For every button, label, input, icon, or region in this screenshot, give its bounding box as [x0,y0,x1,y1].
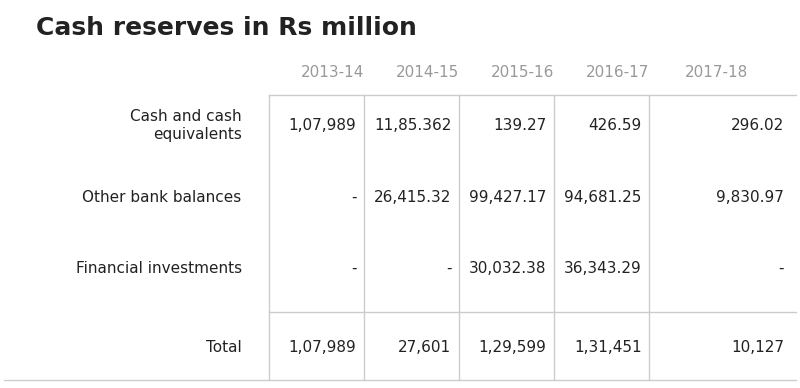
Text: Financial investments: Financial investments [75,260,242,275]
Text: 27,601: 27,601 [398,340,451,355]
Text: Cash reserves in Rs million: Cash reserves in Rs million [36,16,417,40]
Text: 296.02: 296.02 [730,118,784,133]
Text: 26,415.32: 26,415.32 [374,190,451,205]
Text: -: - [351,260,357,275]
Text: 1,29,599: 1,29,599 [478,340,546,355]
Text: 36,343.29: 36,343.29 [564,260,642,275]
Text: 1,31,451: 1,31,451 [574,340,642,355]
Text: 10,127: 10,127 [731,340,784,355]
Text: 139.27: 139.27 [494,118,546,133]
Text: 2016-17: 2016-17 [586,65,650,80]
Text: -: - [351,190,357,205]
Text: 11,85.362: 11,85.362 [374,118,451,133]
Text: Total: Total [206,340,242,355]
Text: -: - [778,260,784,275]
Text: 94,681.25: 94,681.25 [564,190,642,205]
Text: 2015-16: 2015-16 [491,65,554,80]
Text: 1,07,989: 1,07,989 [289,118,357,133]
Text: 99,427.17: 99,427.17 [469,190,546,205]
Text: Cash and cash
equivalents: Cash and cash equivalents [130,109,242,142]
Text: 2017-18: 2017-18 [685,65,748,80]
Text: 1,07,989: 1,07,989 [289,340,357,355]
Text: 426.59: 426.59 [588,118,642,133]
Text: 2014-15: 2014-15 [396,65,459,80]
Text: Other bank balances: Other bank balances [82,190,242,205]
Text: 2013-14: 2013-14 [301,65,364,80]
Text: -: - [446,260,451,275]
Text: 9,830.97: 9,830.97 [716,190,784,205]
Text: 30,032.38: 30,032.38 [469,260,546,275]
